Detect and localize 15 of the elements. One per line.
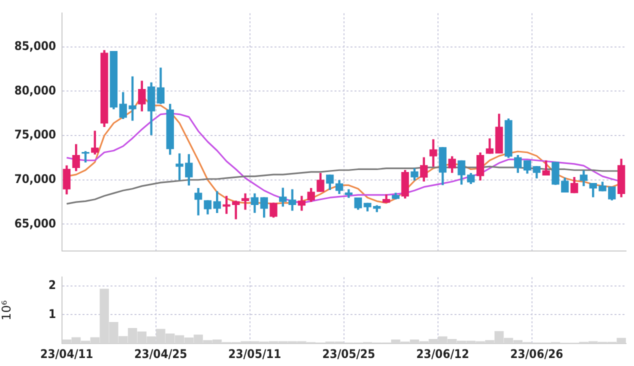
y-tick-label: 80,000 xyxy=(14,83,56,98)
y-tick-label: 70,000 xyxy=(14,172,56,186)
y-tick-label: 85,000 xyxy=(14,39,56,54)
y-tick-label: 65,000 xyxy=(14,216,56,230)
x-tick-label: 23/05/11 xyxy=(228,346,282,361)
x-tick-label: 23/04/25 xyxy=(134,346,188,361)
y-axis-title: 10⁶ xyxy=(0,300,14,320)
y-tick-label: 2 xyxy=(48,278,56,292)
y-tick-label: 75,000 xyxy=(14,128,56,142)
x-tick-label: 23/06/12 xyxy=(416,346,470,361)
x-tick-label: 23/06/26 xyxy=(510,346,564,361)
candlestick xyxy=(241,193,250,210)
y-tick-label: 1 xyxy=(48,306,56,321)
x-tick-label: 23/05/25 xyxy=(322,346,376,361)
x-tick-label: 23/04/11 xyxy=(40,346,94,361)
